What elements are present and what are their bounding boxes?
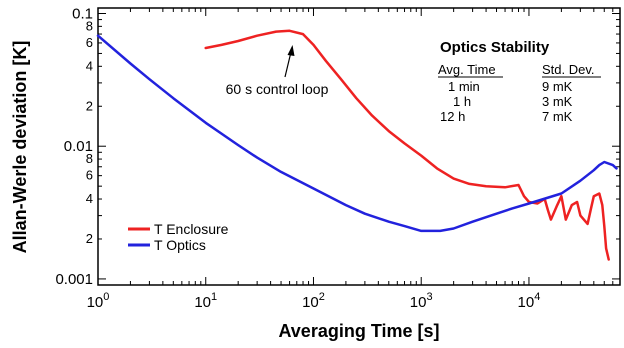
- legend: T Enclosure T Optics: [128, 221, 229, 253]
- annotation-arrow-head: [287, 45, 295, 56]
- inset-row-dev: 3 mK: [542, 94, 573, 109]
- y-axis-title: Allan-Werle deviation [K]: [10, 41, 30, 254]
- x-axis-title: Averaging Time [s]: [278, 321, 439, 341]
- series-layer: [96, 29, 618, 261]
- annotation: 60 s control loop: [226, 45, 329, 97]
- x-tick-label: 101: [194, 291, 217, 311]
- y-minor-tick-label: 2: [86, 231, 93, 246]
- series-line-t-optics: [96, 34, 618, 233]
- y-tick-label: 0.01: [64, 138, 93, 155]
- y-minor-tick-label: 8: [86, 18, 93, 33]
- x-tick-label: 104: [518, 291, 541, 311]
- y-minor-tick-label: 4: [86, 191, 93, 206]
- inset-row-dev: 9 mK: [542, 79, 573, 94]
- legend-label-enclosure: T Enclosure: [154, 221, 229, 237]
- inset-row-time: 12 h: [440, 109, 465, 124]
- x-tick-label: 103: [410, 291, 433, 311]
- y-tick-label: 0.1: [72, 5, 93, 22]
- ticks-layer: 100 101 102 103 104 0.1 0.01 0.001 8 6 4 2 8 6 4 2: [55, 5, 621, 311]
- x-tick-label: 100: [87, 291, 110, 311]
- y-minor-tick-label: 6: [86, 168, 93, 183]
- y-minor-tick-label: 6: [86, 35, 93, 50]
- annotation-text: 60 s control loop: [226, 81, 329, 97]
- x-tick-label: 102: [302, 291, 325, 311]
- y-tick-label: 0.001: [55, 271, 93, 288]
- inset-title: Optics Stability: [440, 39, 550, 56]
- inset-row-time: 1 min: [448, 79, 480, 94]
- annotation-arrow-shaft: [284, 51, 292, 78]
- inset-col2-header: Std. Dev.: [542, 62, 595, 77]
- y-minor-tick-label: 8: [86, 151, 93, 166]
- inset-table: Optics Stability Avg. Time Std. Dev. 1 m…: [438, 39, 601, 124]
- inset-col1-header: Avg. Time: [438, 62, 496, 77]
- series-line-t-enclosure: [204, 29, 610, 261]
- legend-label-optics: T Optics: [154, 237, 206, 253]
- y-minor-tick-label: 2: [86, 98, 93, 113]
- y-minor-tick-label: 4: [86, 58, 93, 73]
- inset-row-dev: 7 mK: [542, 109, 573, 124]
- inset-row-time: 1 h: [453, 94, 471, 109]
